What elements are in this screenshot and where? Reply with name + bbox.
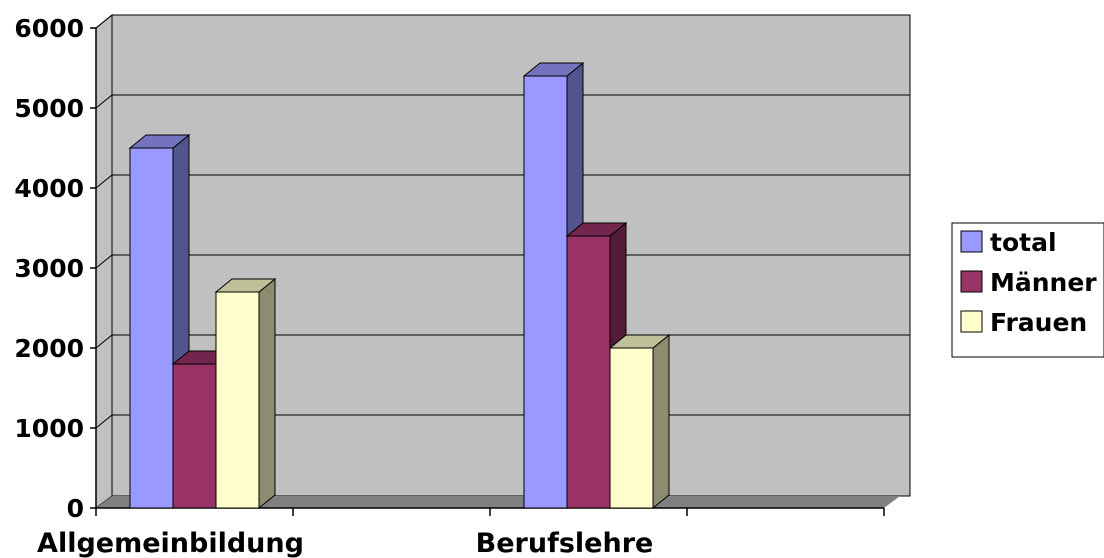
gridline [95, 174, 910, 189]
legend-label: Frauen [990, 308, 1087, 337]
bar [214, 277, 277, 510]
bar [608, 333, 671, 510]
bar-top [565, 222, 628, 237]
y-tick-label: 5000 [14, 94, 84, 123]
bar-top [522, 62, 585, 77]
plot-floor [96, 496, 900, 508]
bar-top [128, 134, 191, 149]
y-axis-ticks: 0 1000 2000 3000 4000 5000 6000 [14, 14, 96, 523]
bar-front [172, 363, 217, 509]
bar-side [258, 277, 276, 510]
bar-front [609, 347, 654, 509]
legend-label: Männer [990, 268, 1097, 297]
bar-top [608, 334, 671, 349]
bar-front [523, 75, 568, 509]
legend-swatch [960, 230, 983, 253]
y-tick-label: 2000 [14, 334, 84, 363]
category-labels: Allgemeinbildung Berufslehre [37, 528, 653, 558]
bar-front [129, 147, 174, 509]
category-label: Berufslehre [476, 528, 654, 558]
legend-swatch [960, 310, 983, 333]
y-tick-label: 6000 [14, 14, 84, 43]
bar-top [214, 278, 277, 293]
category-label: Allgemeinbildung [37, 528, 304, 558]
gridline [95, 94, 910, 109]
legend-swatch [960, 270, 983, 293]
y-tick-label: 4000 [14, 174, 84, 203]
gridline [95, 254, 910, 269]
bar-front [566, 235, 611, 509]
legend: total Männer Frauen [951, 222, 1104, 358]
y-tick-label: 0 [67, 494, 84, 523]
y-tick-label: 3000 [14, 254, 84, 283]
gridline [95, 14, 910, 29]
bar-side [652, 333, 670, 510]
x-axis-ticks [95, 508, 885, 516]
bars [128, 61, 671, 510]
legend-label: total [990, 228, 1057, 257]
bar-front [215, 291, 260, 509]
y-tick-label: 1000 [14, 414, 84, 443]
